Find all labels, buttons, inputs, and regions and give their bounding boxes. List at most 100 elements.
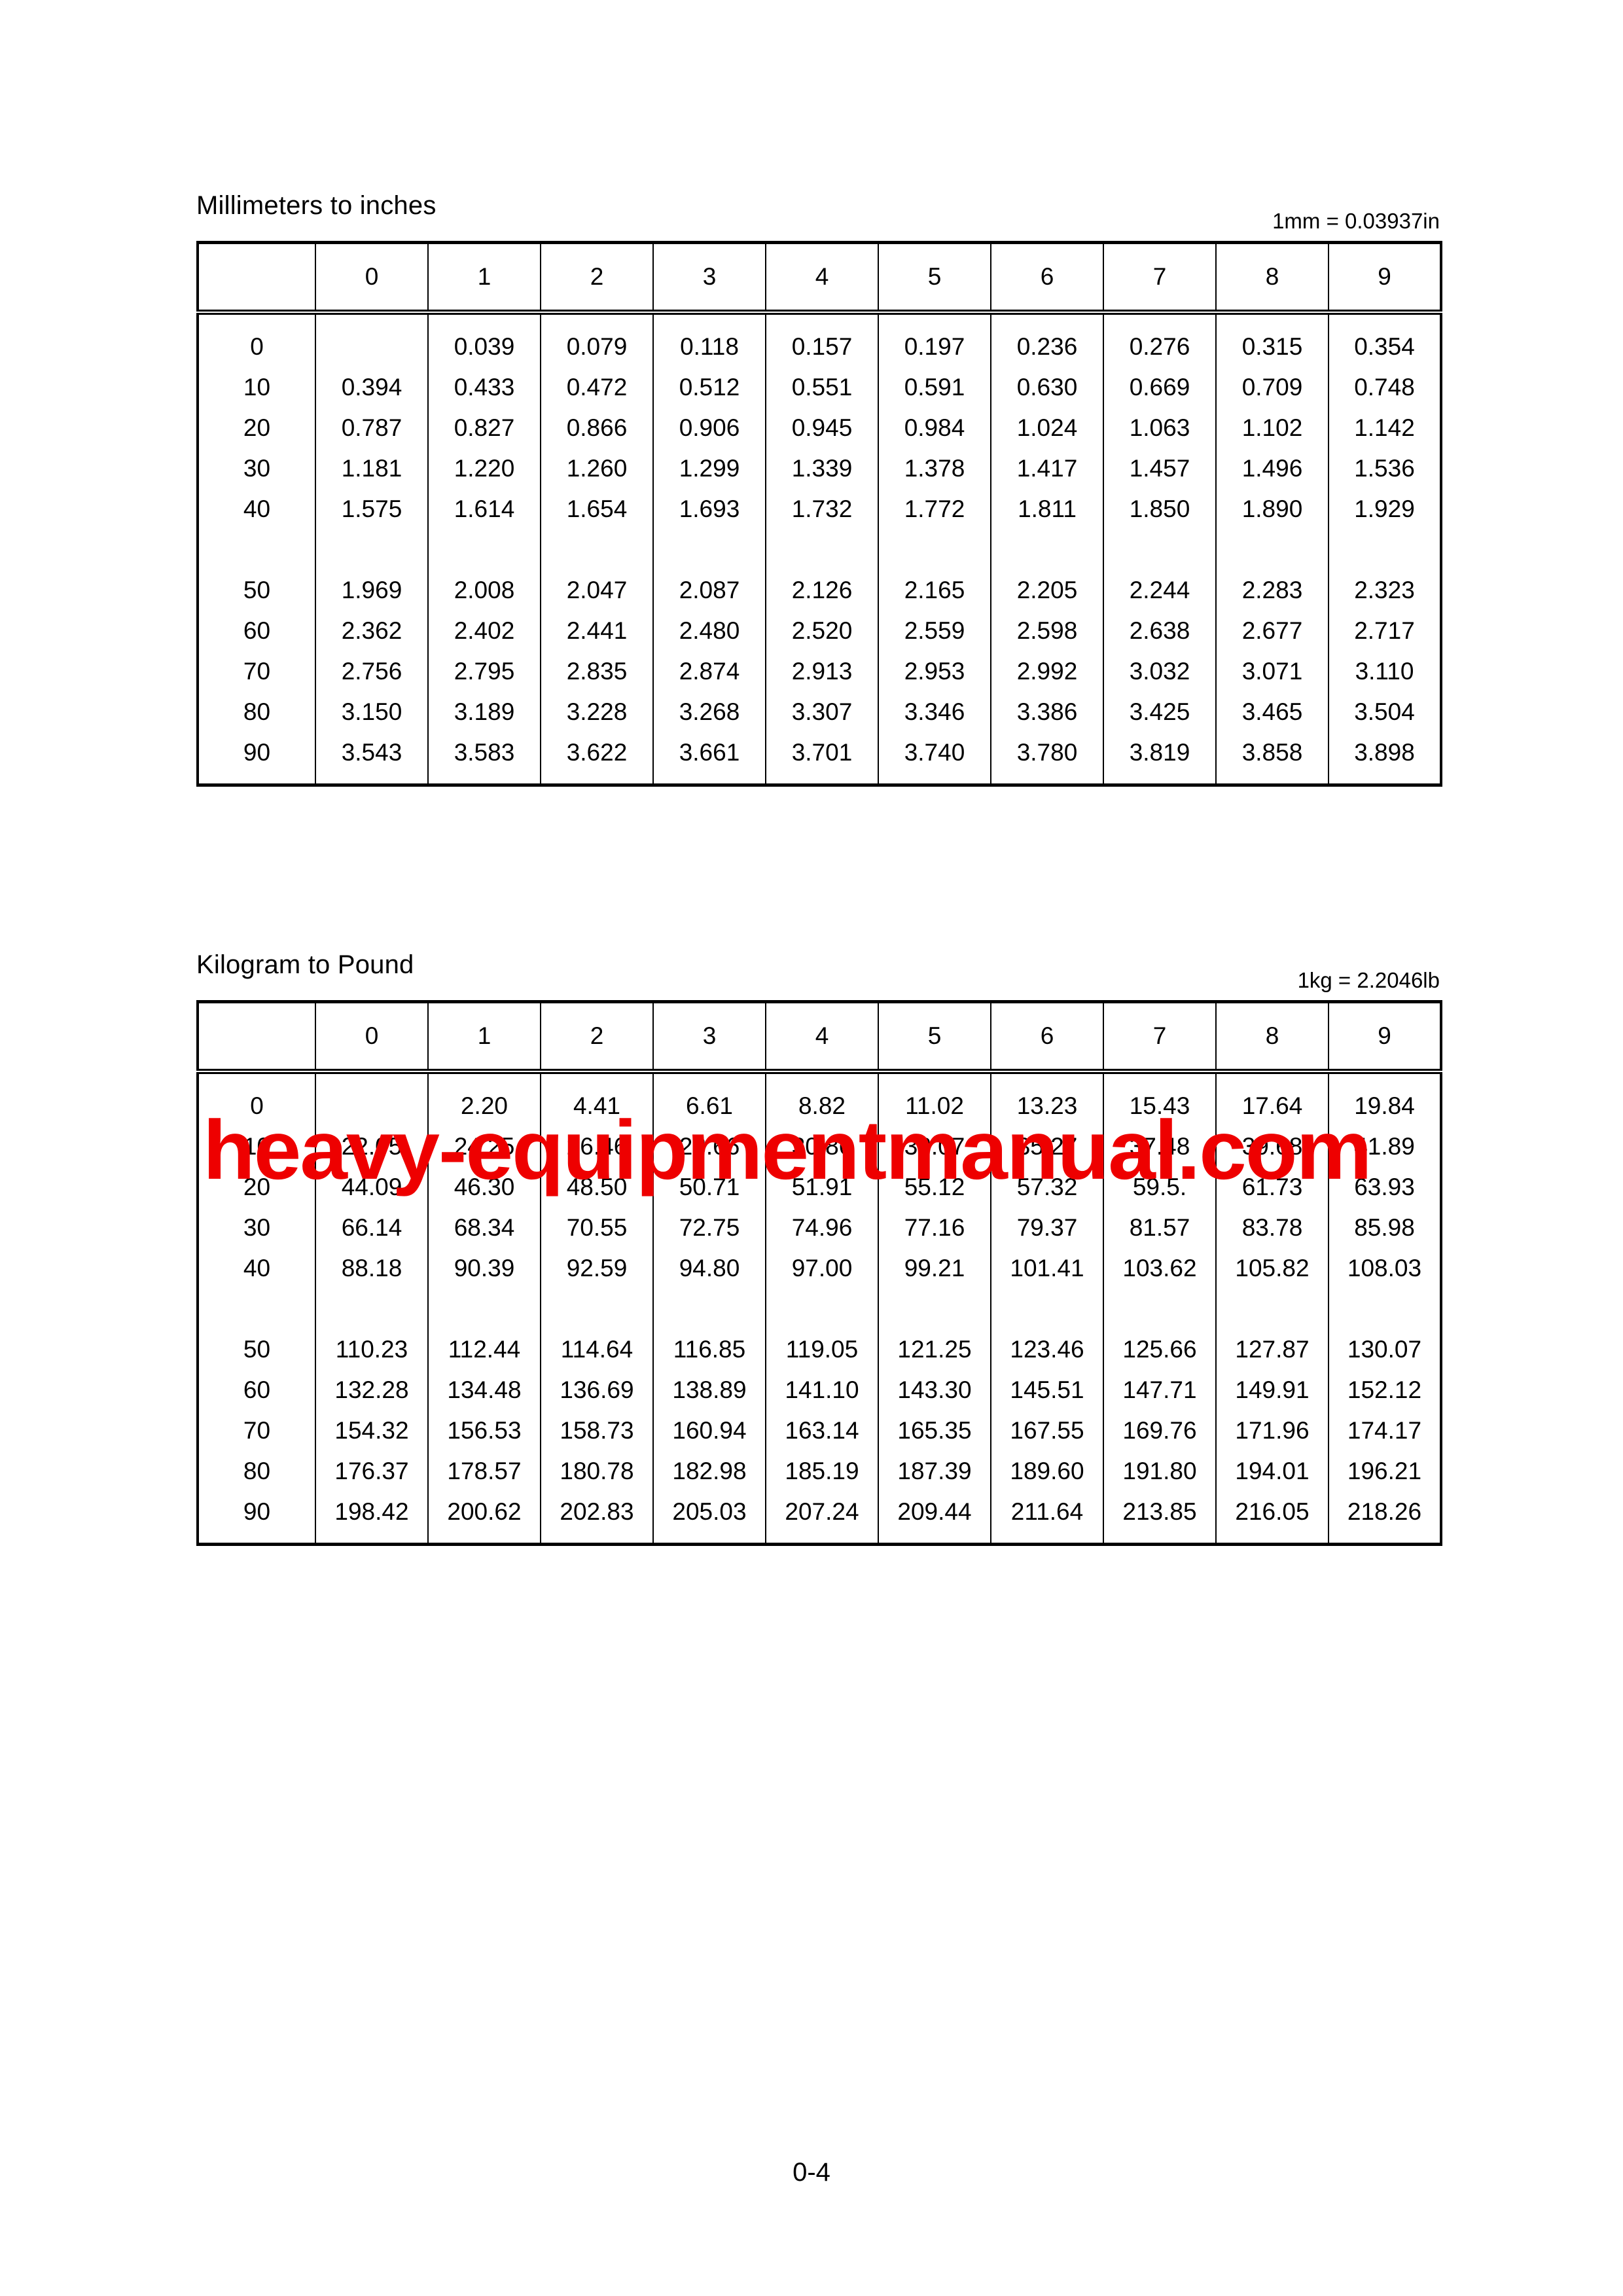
data-cell: 3.346 (878, 692, 991, 732)
row-index-cell: 30 (198, 1208, 316, 1248)
data-cell: 2.126 (765, 570, 879, 611)
data-cell: 3.858 (1215, 732, 1329, 785)
data-cell: 198.42 (315, 1492, 429, 1545)
column-header-corner (198, 1001, 316, 1074)
row-spacer-cell (765, 529, 879, 570)
data-cell: 3.898 (1328, 732, 1441, 785)
data-cell: 92.59 (540, 1248, 654, 1289)
data-cell: 171.96 (1215, 1410, 1329, 1451)
data-cell: 125.66 (1103, 1329, 1217, 1370)
table-note-kilogram: 1kg = 2.2046lb (1297, 968, 1440, 992)
data-cell: 2.20 (427, 1071, 541, 1126)
row-index-cell: 80 (198, 1451, 316, 1492)
data-cell: 2.835 (540, 651, 654, 692)
data-cell: 48.50 (540, 1167, 654, 1208)
data-cell: 130.07 (1328, 1329, 1441, 1370)
data-cell: 3.543 (315, 732, 429, 785)
data-cell: 2.402 (427, 611, 541, 651)
data-cell: 2.953 (878, 651, 991, 692)
table-note-millimeters: 1mm = 0.03937in (1272, 209, 1440, 233)
column-header-3: 3 (652, 1001, 766, 1074)
table-spacer-row (198, 529, 1441, 570)
data-cell: 28.66 (652, 1126, 766, 1167)
data-cell: 88.18 (315, 1248, 429, 1289)
row-spacer-cell (315, 1289, 429, 1329)
data-cell: 143.30 (878, 1370, 991, 1410)
data-cell: 0.394 (315, 367, 429, 408)
table-header-area: Millimeters to inches 1mm = 0.03937in (196, 190, 1440, 241)
data-cell: 0.748 (1328, 367, 1441, 408)
data-cell: 136.69 (540, 1370, 654, 1410)
data-cell: 3.189 (427, 692, 541, 732)
data-cell: 0.315 (1215, 312, 1329, 367)
column-header-6: 6 (990, 242, 1104, 315)
data-cell: 0.118 (652, 312, 766, 367)
data-cell: 2.638 (1103, 611, 1217, 651)
data-cell: 165.35 (878, 1410, 991, 1451)
row-spacer-cell (315, 529, 429, 570)
table-row: 90 198.42 200.62 202.83 205.03 207.24 209.44 21… (198, 1492, 1441, 1545)
conversion-table-block-millimeters: Millimeters to inches 1mm = 0.03937in 0 1… (196, 190, 1442, 787)
data-cell: 160.94 (652, 1410, 766, 1451)
data-cell: 1.339 (765, 448, 879, 489)
data-cell: 0.157 (765, 312, 879, 367)
column-header-5: 5 (878, 242, 991, 315)
data-cell: 0.906 (652, 408, 766, 448)
data-cell: 22.05 (315, 1126, 429, 1167)
table-row: 0 2.20 4.41 6.61 8.82 11.02 13.23 15.43 17.64 19.… (198, 1071, 1441, 1126)
data-cell: 145.51 (990, 1370, 1104, 1410)
data-cell: 116.85 (652, 1329, 766, 1370)
data-cell: 46.30 (427, 1167, 541, 1208)
data-cell: 196.21 (1328, 1451, 1441, 1492)
table-row: 70 2.756 2.795 2.835 2.874 2.913 2.953 2.992 3.0… (198, 651, 1441, 692)
row-index-cell: 0 (198, 312, 316, 367)
data-cell: 3.465 (1215, 692, 1329, 732)
data-cell: 0.039 (427, 312, 541, 367)
data-cell: 2.205 (990, 570, 1104, 611)
data-cell: 3.780 (990, 732, 1104, 785)
column-header-9: 9 (1328, 1001, 1441, 1074)
data-cell: 0.945 (765, 408, 879, 448)
data-cell: 105.82 (1215, 1248, 1329, 1289)
row-spacer-cell (198, 1289, 316, 1329)
data-cell: 0.354 (1328, 312, 1441, 367)
column-header-9: 9 (1328, 242, 1441, 315)
data-cell: 194.01 (1215, 1451, 1329, 1492)
data-cell: 1.142 (1328, 408, 1441, 448)
data-cell: 0.197 (878, 312, 991, 367)
data-cell: 3.268 (652, 692, 766, 732)
data-cell: 132.28 (315, 1370, 429, 1410)
data-cell: 1.102 (1215, 408, 1329, 448)
row-index-cell: 70 (198, 651, 316, 692)
data-cell: 114.64 (540, 1329, 654, 1370)
row-index-cell: 10 (198, 1126, 316, 1167)
data-cell: 154.32 (315, 1410, 429, 1451)
data-cell: 141.10 (765, 1370, 879, 1410)
data-cell: 169.76 (1103, 1410, 1217, 1451)
data-cell: 2.677 (1215, 611, 1329, 651)
data-cell: 3.425 (1103, 692, 1217, 732)
row-index-cell: 50 (198, 570, 316, 611)
data-cell: 163.14 (765, 1410, 879, 1451)
data-cell: 8.82 (765, 1071, 879, 1126)
data-cell: 1.299 (652, 448, 766, 489)
column-header-corner (198, 242, 316, 315)
data-cell: 57.32 (990, 1167, 1104, 1208)
data-cell: 2.244 (1103, 570, 1217, 611)
data-cell: 2.441 (540, 611, 654, 651)
row-spacer-cell (990, 529, 1104, 570)
data-cell: 176.37 (315, 1451, 429, 1492)
row-index-cell: 50 (198, 1329, 316, 1370)
row-spacer-cell (540, 1289, 654, 1329)
row-spacer-cell (1328, 529, 1441, 570)
data-cell: 1.496 (1215, 448, 1329, 489)
data-cell: 2.598 (990, 611, 1104, 651)
data-cell: 3.110 (1328, 651, 1441, 692)
row-index-cell: 40 (198, 489, 316, 529)
data-cell: 1.536 (1328, 448, 1441, 489)
data-cell: 2.047 (540, 570, 654, 611)
data-cell: 216.05 (1215, 1492, 1329, 1545)
column-header-3: 3 (652, 242, 766, 315)
data-cell: 37.48 (1103, 1126, 1217, 1167)
data-cell: 180.78 (540, 1451, 654, 1492)
